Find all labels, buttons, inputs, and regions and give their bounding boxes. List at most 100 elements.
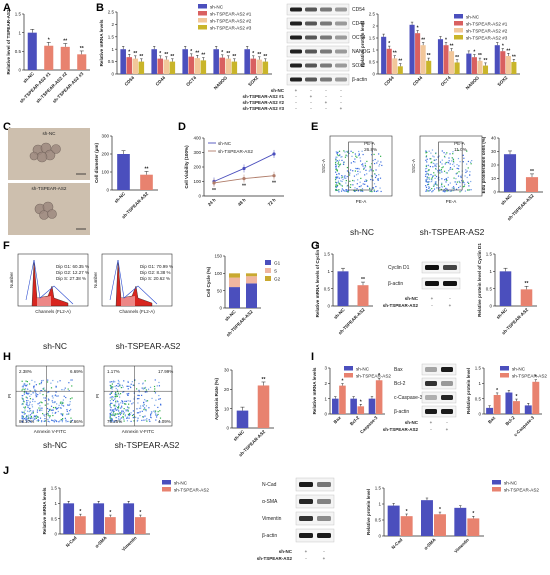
event-dot [61, 389, 63, 391]
y-tick-label: 1 [54, 501, 57, 506]
bar [182, 49, 188, 74]
legend-swatch [162, 480, 171, 485]
event-dot [42, 413, 44, 415]
event-dot [25, 418, 27, 420]
event-dot [111, 420, 113, 422]
blot-band [299, 499, 313, 504]
legend-label: G2 [274, 277, 281, 282]
significance-mark: ** [257, 52, 261, 58]
event-dot [347, 189, 350, 192]
event-dot [348, 152, 350, 155]
event-dot [459, 161, 461, 163]
event-dot [24, 382, 26, 385]
cell-sphere [47, 209, 57, 219]
event-dot [376, 178, 379, 180]
event-dot [351, 155, 353, 157]
y-axis-label: Apoptosis Rate (%) [214, 377, 219, 420]
event-dot [425, 159, 427, 161]
event-dot [66, 410, 68, 412]
event-dot [432, 185, 435, 187]
blot-strip [286, 45, 350, 58]
blot-band [305, 7, 317, 12]
event-dot [37, 419, 39, 421]
event-dot [42, 379, 44, 382]
event-dot [158, 385, 161, 387]
event-dot [445, 187, 447, 189]
event-dot [466, 170, 468, 172]
significance-mark: ** [63, 38, 67, 44]
event-dot [35, 384, 37, 386]
significance-mark: * [190, 49, 192, 55]
event-dot [34, 418, 36, 420]
event-dot [346, 175, 348, 178]
significance-mark: ** [133, 51, 137, 57]
blot-band [320, 63, 332, 68]
event-dot [459, 191, 461, 193]
bar [236, 410, 249, 428]
event-dot [22, 395, 24, 397]
x-tick-label: SOX2 [496, 75, 508, 87]
legend-label: sh-TSPEAR-AS2 [174, 487, 209, 492]
fit-line [109, 259, 158, 305]
event-dot [435, 152, 437, 154]
event-dot [44, 417, 46, 420]
event-dot [26, 381, 29, 383]
event-dot [428, 178, 430, 180]
event-dot [34, 381, 36, 383]
legend-label: sh-NC [466, 14, 480, 19]
event-dot [121, 410, 123, 412]
event-dot [451, 187, 453, 189]
event-dot [32, 417, 34, 419]
event-dot [427, 184, 429, 186]
event-dot [24, 406, 27, 408]
legend-swatch [198, 4, 207, 9]
event-dot [437, 169, 439, 172]
event-dot [50, 405, 53, 407]
event-dot [357, 167, 359, 170]
event-dot [139, 411, 141, 413]
event-dot [39, 405, 41, 407]
bar [60, 46, 70, 70]
significance-mark: ** [212, 188, 216, 194]
blot-strip [295, 528, 335, 543]
event-dot [150, 412, 153, 414]
event-dot [48, 417, 51, 419]
event-dot [50, 382, 52, 384]
event-dot [453, 187, 455, 189]
lane-mark: - [295, 94, 297, 99]
cell-sphere [36, 151, 48, 163]
event-dot [109, 393, 111, 395]
event-dot [34, 389, 36, 391]
blot-strip [286, 17, 350, 30]
event-dot [150, 417, 153, 419]
event-dot [29, 395, 31, 397]
event-dot [343, 175, 345, 178]
event-dot [438, 187, 440, 189]
event-dot [427, 164, 429, 167]
event-dot [68, 382, 70, 384]
event-dot [139, 405, 142, 407]
event-dot [136, 398, 139, 400]
event-dot [347, 191, 349, 193]
event-dot [336, 185, 338, 187]
y-tick-label: 1.5 [375, 486, 382, 491]
event-dot [41, 380, 43, 382]
event-dot [120, 417, 123, 419]
event-dot [127, 400, 129, 402]
event-dot [26, 402, 28, 404]
bar [409, 24, 415, 74]
event-dot [455, 173, 457, 175]
event-dot [52, 397, 54, 399]
y-tick-label: 100 [101, 170, 109, 175]
event-dot [109, 381, 111, 383]
blot-band [317, 482, 331, 487]
event-dot [115, 409, 117, 411]
event-dot [119, 421, 121, 423]
event-dot [145, 400, 147, 402]
event-dot [145, 409, 147, 411]
y-axis-label: Cell Cycle (%) [206, 266, 211, 297]
event-dot [25, 417, 27, 419]
y-tick-label: 200 [193, 165, 201, 170]
event-dot [425, 156, 427, 158]
